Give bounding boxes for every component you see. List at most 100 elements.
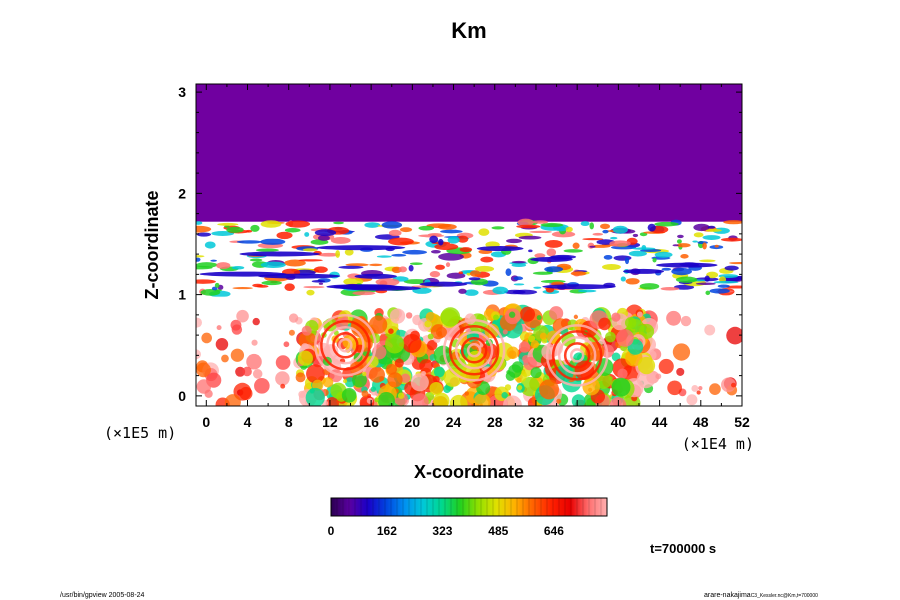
band-blob <box>402 249 427 255</box>
band-gap <box>196 296 742 304</box>
side-patch <box>231 324 243 335</box>
plume-patch <box>433 392 450 406</box>
band-blob <box>250 224 260 232</box>
swirl-ring <box>314 313 377 377</box>
side-patch <box>731 382 736 388</box>
band-blob <box>511 260 526 264</box>
band-streak <box>542 284 617 290</box>
band-blob <box>589 245 596 248</box>
plume-patch <box>411 393 429 406</box>
plume-patch <box>341 388 357 403</box>
colorbar-tick-label: 646 <box>544 524 564 538</box>
x-tick-label: 32 <box>528 414 544 430</box>
plume-patch <box>449 394 468 406</box>
footer-right-main: arare-nakajima <box>704 592 751 599</box>
swirl-ring <box>563 342 591 369</box>
band-blob <box>717 284 730 288</box>
band-blob <box>344 248 354 256</box>
band-blob <box>513 276 524 281</box>
colorbar-ticks: 0 162 323 485 646 <box>328 524 565 538</box>
band-blob <box>551 231 576 238</box>
y-tick-label: 1 <box>178 287 186 303</box>
band-streak <box>530 256 573 262</box>
band-blob <box>409 262 423 266</box>
band-blob <box>333 221 344 225</box>
band-blob <box>196 265 213 270</box>
plume-patch <box>503 395 522 406</box>
x-tick-label: 16 <box>363 414 379 430</box>
side-patch <box>709 383 721 395</box>
plume-patch <box>484 323 500 339</box>
upper-layer-fill <box>196 84 742 222</box>
side-patch <box>288 329 295 336</box>
band-blob <box>260 220 282 228</box>
band-blob <box>260 238 286 245</box>
plume-patch <box>368 315 388 334</box>
band-blob <box>505 268 512 277</box>
swirl-ring <box>569 348 585 363</box>
side-patch <box>201 332 212 344</box>
band-blob <box>440 229 463 234</box>
side-patch <box>235 366 246 377</box>
band-blob <box>399 227 413 233</box>
swirl-ring <box>338 337 353 353</box>
band-blob <box>720 237 742 242</box>
band-blob <box>226 226 244 233</box>
band-blob <box>582 238 604 241</box>
band-blob <box>468 277 481 281</box>
band-blob <box>474 265 495 272</box>
plume-patch <box>523 356 537 371</box>
chart-title: Km <box>451 18 486 43</box>
band-blob <box>387 237 414 246</box>
side-patch <box>283 341 290 348</box>
side-patch <box>196 362 211 378</box>
band-blob <box>612 225 628 234</box>
band-blob <box>587 242 595 249</box>
band-blob <box>704 275 710 282</box>
band-blob <box>533 286 542 289</box>
plume-patch <box>370 386 377 392</box>
side-patch <box>252 369 263 379</box>
side-patch <box>275 371 290 386</box>
band-blob <box>546 248 557 257</box>
plume-patch <box>516 377 522 383</box>
band-blob <box>311 280 326 283</box>
band-blob <box>563 249 583 253</box>
plume-patch <box>433 366 445 378</box>
band-blob <box>204 241 216 249</box>
band-blob <box>298 259 323 262</box>
band-blob <box>625 278 640 285</box>
band-streak <box>239 251 321 257</box>
band-blob <box>249 258 263 262</box>
swirl-ring <box>460 337 488 364</box>
plume-patch <box>402 333 422 354</box>
band-blob <box>518 235 542 240</box>
x-tick-label: 20 <box>405 414 421 430</box>
plume-patch <box>388 328 394 334</box>
band-blob <box>632 233 639 238</box>
plume-patch <box>386 363 398 375</box>
plume-patch <box>639 323 655 339</box>
band-blob <box>261 280 282 286</box>
band-blob <box>697 241 708 245</box>
band-blob <box>438 238 444 246</box>
y-tick-label: 2 <box>178 185 186 201</box>
band-blob <box>580 221 590 227</box>
side-patch <box>680 315 692 327</box>
x-tick-label: 48 <box>693 414 709 430</box>
y-multiplier: (×1E5 m) <box>104 424 176 442</box>
plume-patch <box>301 325 312 336</box>
side-patch <box>666 310 682 326</box>
band-blob <box>565 226 573 233</box>
plume-patch <box>295 372 306 383</box>
band-blob <box>438 252 464 261</box>
band-blob <box>544 239 563 248</box>
plume-patch <box>388 402 394 406</box>
plume-patch <box>366 397 373 404</box>
band-blob <box>702 235 721 240</box>
band-blob <box>231 265 245 270</box>
band-blob <box>709 288 730 294</box>
band-blob <box>434 243 459 251</box>
band-blob <box>317 252 340 257</box>
plume-patch <box>298 390 306 399</box>
